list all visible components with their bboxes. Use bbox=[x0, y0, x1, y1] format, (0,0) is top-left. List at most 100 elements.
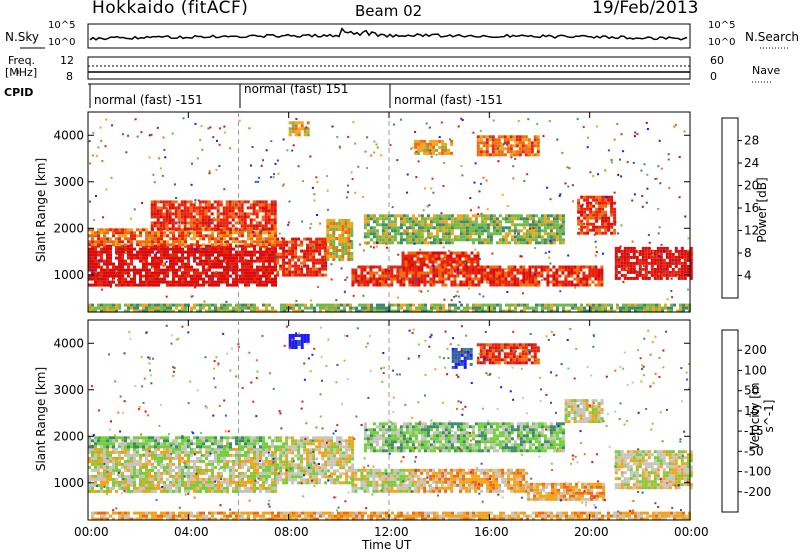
heatmap-cell bbox=[459, 229, 463, 233]
heatmap-cell bbox=[576, 271, 580, 275]
heatmap-cell bbox=[622, 306, 625, 310]
heatmap-cell bbox=[644, 270, 648, 274]
heatmap-cell bbox=[169, 259, 172, 263]
heatmap-cell bbox=[610, 303, 613, 307]
heatmap-cell bbox=[416, 260, 420, 264]
heatmap-cell bbox=[474, 226, 478, 230]
heatmap-cell bbox=[638, 249, 642, 253]
heatmap-cell bbox=[139, 243, 142, 247]
heatmap-cell bbox=[420, 226, 424, 230]
heatmap-cell bbox=[480, 229, 484, 233]
heatmap-cell bbox=[205, 303, 208, 307]
heatmap-cell bbox=[103, 471, 106, 475]
heatmap-cell bbox=[130, 474, 133, 478]
heatmap-cell bbox=[360, 271, 364, 275]
heatmap-cell bbox=[366, 220, 370, 224]
heatmap-cell bbox=[384, 268, 388, 272]
heatmap-cell bbox=[643, 303, 646, 307]
heatmap-cell bbox=[598, 207, 602, 211]
heatmap-cell bbox=[136, 459, 139, 463]
heatmap-cell bbox=[124, 477, 127, 481]
heatmap-cell bbox=[579, 283, 583, 287]
heatmap-cell bbox=[662, 246, 666, 250]
heatmap-cell bbox=[183, 221, 187, 225]
heatmap-cell bbox=[148, 471, 151, 475]
heatmap-cell bbox=[279, 255, 283, 259]
cpid-segment-label: normal (fast) -151 bbox=[94, 93, 203, 107]
heatmap-cell bbox=[208, 477, 211, 481]
heatmap-cell bbox=[112, 280, 115, 284]
heatmap-cell bbox=[607, 195, 611, 199]
heatmap-cell bbox=[180, 203, 184, 207]
heatmap-cell bbox=[405, 238, 409, 242]
heatmap-cell bbox=[435, 271, 439, 275]
heatmap-cell bbox=[240, 203, 244, 207]
heatmap-cell bbox=[456, 220, 460, 224]
heatmap-cell bbox=[154, 274, 157, 278]
heatmap-cell bbox=[237, 206, 241, 210]
heatmap-cell bbox=[549, 226, 553, 230]
heatmap-cell bbox=[332, 249, 336, 252]
heatmap-cell bbox=[407, 260, 411, 264]
heatmap-cell bbox=[214, 447, 217, 451]
heatmap-cell bbox=[414, 265, 418, 269]
heatmap-cell bbox=[326, 240, 330, 243]
heatmap-cell bbox=[220, 247, 223, 251]
heatmap-cell bbox=[268, 271, 271, 275]
heatmap-cell bbox=[349, 303, 352, 307]
heatmap-cell bbox=[444, 145, 448, 149]
heatmap-cell bbox=[130, 240, 133, 244]
heatmap-cell bbox=[97, 280, 100, 284]
heatmap-cell bbox=[253, 309, 256, 313]
heatmap-cell bbox=[118, 456, 121, 460]
heatmap-cell bbox=[592, 222, 596, 226]
heatmap-cell bbox=[555, 217, 559, 221]
heatmap-cell bbox=[184, 450, 187, 454]
heatmap-cell bbox=[226, 231, 229, 235]
heatmap-cell bbox=[101, 288, 104, 291]
heatmap-cell bbox=[258, 206, 262, 210]
heatmap-cell bbox=[112, 468, 115, 472]
time-tick: 00:00 bbox=[74, 525, 109, 539]
heatmap-cell bbox=[497, 147, 499, 150]
heatmap-cell bbox=[586, 136, 589, 139]
heatmap-cell bbox=[604, 219, 608, 223]
heatmap-cell bbox=[205, 247, 208, 250]
heatmap-cell bbox=[288, 273, 292, 277]
heatmap-cell bbox=[165, 218, 169, 222]
heatmap-cell bbox=[465, 217, 469, 221]
heatmap-cell bbox=[516, 238, 520, 242]
heatmap-cell bbox=[301, 220, 304, 223]
heatmap-cell bbox=[148, 483, 151, 487]
heatmap-cell bbox=[148, 462, 151, 466]
heatmap-cell bbox=[465, 283, 469, 287]
heatmap-cell bbox=[247, 277, 250, 281]
heatmap-cell bbox=[561, 226, 565, 230]
heatmap-cell bbox=[477, 283, 481, 287]
heatmap-cell bbox=[594, 274, 598, 278]
heatmap-cell bbox=[247, 268, 250, 272]
heatmap-cell bbox=[656, 246, 660, 250]
heatmap-cell bbox=[483, 271, 487, 275]
heatmap-cell bbox=[589, 216, 593, 220]
heatmap-cell bbox=[101, 160, 104, 162]
heatmap-cell bbox=[338, 228, 342, 231]
heatmap-cell bbox=[665, 261, 669, 265]
heatmap-cell bbox=[528, 232, 532, 236]
heatmap-cell bbox=[235, 268, 238, 272]
heatmap-cell bbox=[369, 277, 373, 281]
heatmap-cell bbox=[214, 265, 217, 269]
heatmap-cell bbox=[270, 227, 274, 231]
heatmap-cell bbox=[91, 259, 94, 263]
heatmap-cell bbox=[628, 303, 631, 307]
heatmap-cell bbox=[154, 474, 157, 478]
heatmap-cell bbox=[94, 247, 97, 251]
heatmap-cell bbox=[381, 277, 385, 281]
heatmap-cell bbox=[88, 465, 91, 469]
heatmap-cell bbox=[528, 268, 532, 272]
heatmap-cell bbox=[483, 220, 487, 224]
heatmap-cell bbox=[187, 265, 190, 269]
heatmap-cell bbox=[423, 223, 427, 227]
heatmap-cell bbox=[235, 250, 238, 254]
heatmap-cell bbox=[167, 247, 170, 250]
